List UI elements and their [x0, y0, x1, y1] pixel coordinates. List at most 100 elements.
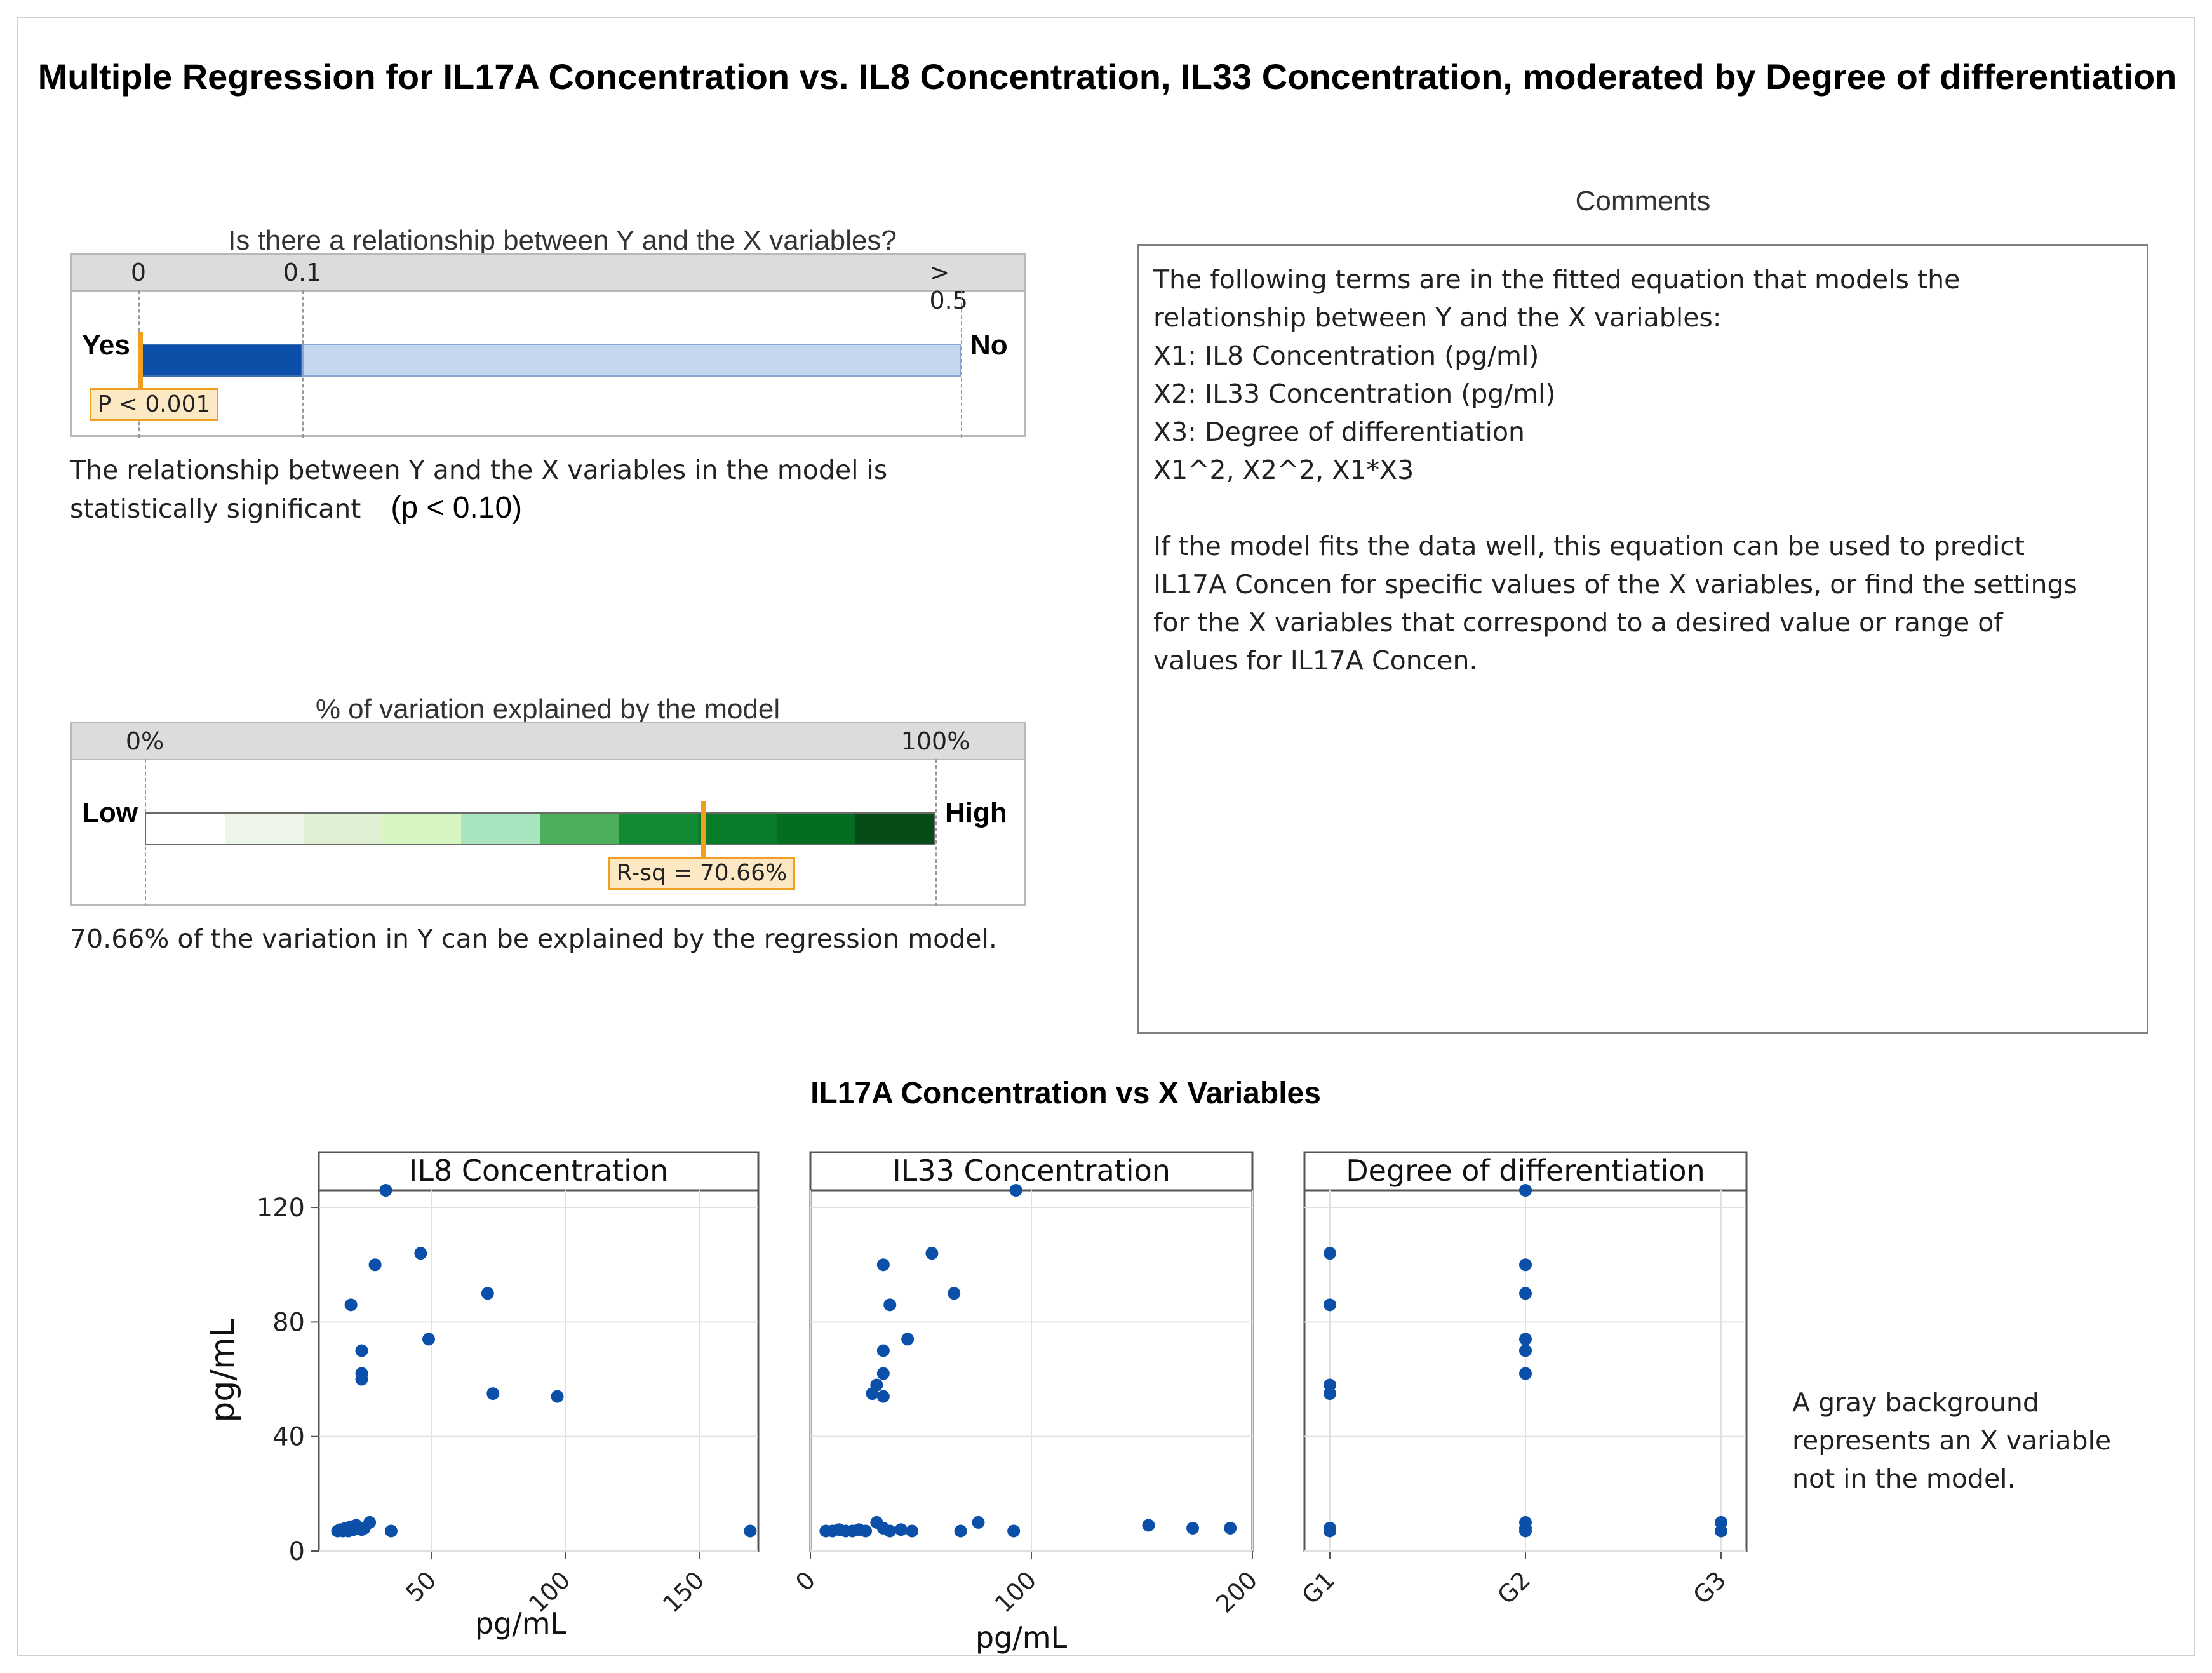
comments-text: The following terms are in the fitted eq…: [1153, 260, 2131, 680]
gray-background-note: A gray background represents an X variab…: [1792, 1387, 2112, 1494]
relationship-scale: [72, 255, 1024, 292]
data-point: [355, 1373, 368, 1386]
rsq-marker: [700, 801, 706, 858]
panel-title: IL8 Concentration: [409, 1153, 669, 1188]
gradient-segment: [697, 814, 777, 844]
plot-area: [318, 1189, 760, 1552]
variation-scale: [72, 723, 1024, 760]
x-tick-label: 200: [1210, 1566, 1263, 1618]
relationship-text: The relationship between Y and the X var…: [70, 451, 1026, 528]
gradient-segment: [540, 814, 619, 844]
comment-line: X1: IL8 Concentration (pg/ml): [1153, 340, 1539, 371]
data-point: [876, 1258, 890, 1272]
data-point: [1519, 1333, 1532, 1346]
high-label: High: [945, 797, 1007, 828]
x-tick-label: 150: [657, 1566, 709, 1618]
data-point: [883, 1524, 897, 1538]
data-point: [344, 1298, 358, 1312]
comment-line: values for IL17A Concen.: [1153, 645, 1478, 676]
not-significant-bar: [302, 344, 961, 377]
variation-gridline: [935, 759, 937, 906]
comment-line: relationship between Y and the X variabl…: [1153, 302, 1722, 333]
data-point: [414, 1247, 427, 1260]
data-point: [1324, 1298, 1336, 1312]
x-tick-label: 50: [400, 1566, 441, 1607]
relationship-tick-0: 0: [130, 259, 147, 286]
data-point: [1324, 1387, 1336, 1401]
comment-line: The following terms are in the fitted eq…: [1153, 264, 1961, 295]
p-threshold-note: (p < 0.10): [391, 491, 523, 525]
data-point: [1715, 1524, 1727, 1538]
x-axis-label: pg/mL: [975, 1620, 1068, 1655]
relationship-gridline: [961, 290, 962, 438]
comment-line: X3: Degree of differentiation: [1153, 417, 1525, 447]
data-point: [906, 1524, 919, 1538]
relationship-tick-1: 0.1: [283, 259, 322, 286]
y-axis-label: pg/mL: [204, 1319, 242, 1422]
panel-header: [318, 1151, 760, 1192]
y-tick-label: 120: [257, 1193, 305, 1223]
no-label: No: [970, 330, 1008, 361]
x-tick-label: 0: [790, 1566, 821, 1596]
relationship-statement: The relationship between Y and the X var…: [70, 455, 888, 524]
relationship-heading: Is there a relationship between Y and th…: [228, 225, 897, 256]
data-point: [363, 1515, 377, 1529]
data-point: [876, 1344, 890, 1357]
data-point: [1007, 1524, 1021, 1538]
comment-line: IL17A Concen for specific values of the …: [1153, 569, 2077, 600]
data-point: [876, 1367, 890, 1380]
gradient-segment: [382, 814, 462, 844]
variation-panel: 0% 100% Low High R-sq = 70.66%: [70, 722, 1026, 906]
y-tick-label: 0: [289, 1537, 305, 1566]
data-point: [551, 1390, 564, 1403]
y-tick-label: 40: [272, 1423, 305, 1452]
data-point: [368, 1258, 382, 1272]
report-canvas: Multiple Regression for IL17A Concentrat…: [17, 17, 2195, 1656]
p-value-callout: P < 0.001: [89, 388, 219, 421]
comment-line: for the X variables that correspond to a…: [1153, 607, 2003, 638]
x-axis-label: pg/mL: [475, 1606, 567, 1641]
variation-tick-0: 0%: [125, 727, 164, 755]
gradient-segment: [146, 814, 225, 844]
data-point: [1519, 1258, 1532, 1272]
data-point: [1519, 1524, 1532, 1538]
data-point: [954, 1524, 967, 1538]
comment-line: X2: IL33 Concentration (pg/ml): [1153, 379, 1556, 409]
gradient-segment: [619, 814, 698, 844]
x-tick-label: G3: [1687, 1566, 1731, 1609]
gradient-segment: [776, 814, 855, 844]
variation-gradient-bar: [145, 812, 935, 845]
relationship-panel: 0 0.1 > 0.5 Yes No P < 0.001: [70, 253, 1026, 438]
y-tick-label: 80: [272, 1308, 305, 1337]
data-point: [1519, 1184, 1532, 1197]
x-tick-label: G1: [1296, 1566, 1340, 1609]
data-point: [422, 1333, 435, 1346]
data-point: [1324, 1247, 1336, 1260]
data-point: [355, 1344, 368, 1357]
data-point: [948, 1287, 961, 1300]
data-point: [876, 1390, 890, 1403]
scatter-charts: IL8 Concentration 50 100 150 0 40 80 120 pg/mL pg…: [204, 1151, 1748, 1655]
low-label: Low: [82, 797, 138, 828]
panel-title: IL33 Concentration: [892, 1153, 1170, 1188]
p-value-marker: [137, 332, 143, 389]
data-point: [883, 1298, 897, 1312]
data-point: [379, 1184, 392, 1197]
page-title: Multiple Regression for IL17A Concentrat…: [37, 57, 2177, 97]
data-point: [1324, 1524, 1336, 1538]
variation-text: 70.66% of the variation in Y can be expl…: [70, 924, 997, 954]
gradient-segment: [304, 814, 383, 844]
data-point: [1519, 1344, 1532, 1357]
x-tick-label: 100: [989, 1566, 1042, 1618]
variation-tick-1: 100%: [901, 727, 970, 755]
gradient-segment: [461, 814, 540, 844]
data-point: [1186, 1521, 1200, 1535]
data-point: [1224, 1521, 1237, 1535]
rsq-callout: R-sq = 70.66%: [608, 857, 796, 890]
data-point: [744, 1524, 757, 1538]
panel-title: Degree of differentiation: [1346, 1153, 1705, 1188]
scatter-section-title: IL17A Concentration vs X Variables: [810, 1077, 1321, 1110]
comments-heading: Comments: [1575, 185, 1711, 217]
yes-label: Yes: [82, 330, 130, 361]
comment-line: X1^2, X2^2, X1*X3: [1153, 455, 1414, 485]
